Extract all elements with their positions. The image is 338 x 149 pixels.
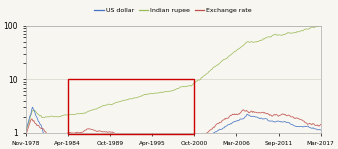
Legend: US dollar, Indian rupee, Exchange rate: US dollar, Indian rupee, Exchange rate	[92, 5, 255, 15]
Bar	[68, 79, 194, 134]
